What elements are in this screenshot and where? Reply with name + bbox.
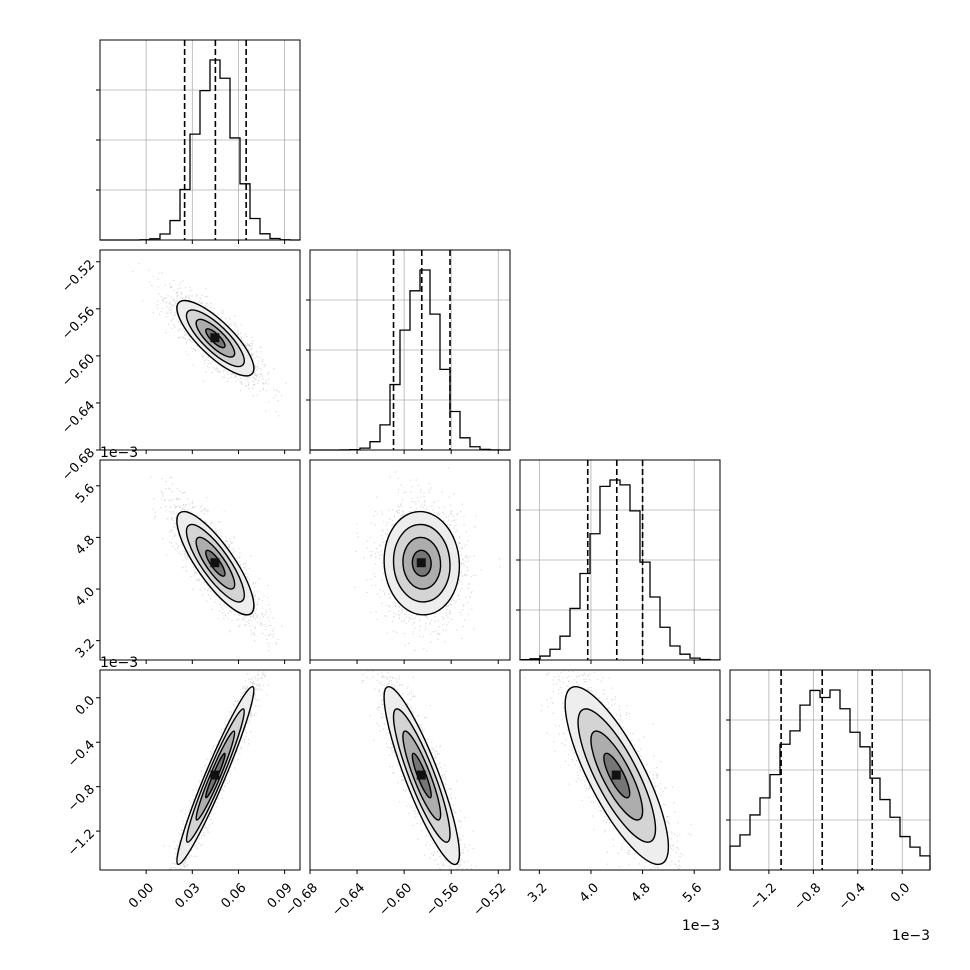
x-tick-label: 0.0 xyxy=(888,880,913,905)
y-tick-label: −0.64 xyxy=(59,398,98,437)
density-peak xyxy=(210,770,220,780)
hist-panel-3 xyxy=(729,669,931,871)
y-tick-label: 3.2 xyxy=(73,636,98,661)
y-tick-label: −1.2 xyxy=(65,827,98,860)
x-tick-label: −0.56 xyxy=(423,880,462,919)
histogram-3 xyxy=(729,689,931,870)
x-tick-label: −0.4 xyxy=(836,880,869,913)
x-tick-label: 3.2 xyxy=(525,880,550,905)
density-peak xyxy=(210,333,220,343)
density-peak xyxy=(611,770,621,780)
offset-text: 1e−3 xyxy=(892,928,930,944)
scatter-panel-3-2 xyxy=(519,669,721,871)
panel-frame xyxy=(309,459,511,661)
hist-panel-1 xyxy=(309,249,511,451)
scatter-panel-3-0 xyxy=(99,669,301,871)
y-tick-label: 4.0 xyxy=(73,584,98,609)
offset-text: 1e−3 xyxy=(100,445,138,461)
y-tick-label: 0.0 xyxy=(73,693,98,718)
scatter-panel-3-1 xyxy=(309,669,511,871)
panel-frame xyxy=(99,459,301,661)
histogram-2 xyxy=(519,479,721,661)
scatter-panel-2-1 xyxy=(309,459,511,661)
x-tick-label: −0.8 xyxy=(791,880,824,913)
x-tick-label: −0.52 xyxy=(471,880,510,919)
panel-frame xyxy=(519,669,721,871)
panel-bg xyxy=(100,670,300,870)
hist-panel-2 xyxy=(519,459,721,661)
x-tick-label: 0.06 xyxy=(218,880,249,911)
x-tick-label: 4.8 xyxy=(628,880,653,905)
x-tick-label: −0.60 xyxy=(376,880,415,919)
panel-frame xyxy=(99,669,301,871)
x-tick-label: 5.6 xyxy=(680,880,705,905)
y-tick-label: 4.8 xyxy=(73,533,98,558)
x-tick-label: −0.64 xyxy=(329,880,368,919)
density-peak xyxy=(210,558,220,568)
y-tick-label: −0.56 xyxy=(59,304,98,343)
panel-frame xyxy=(309,669,511,871)
offset-text: 1e−3 xyxy=(100,655,138,671)
panel-frame xyxy=(99,249,301,451)
hist-panel-0 xyxy=(99,39,301,241)
y-tick-label: −0.52 xyxy=(59,257,98,296)
scatter-panel-2-0 xyxy=(99,459,301,661)
x-tick-label: −1.2 xyxy=(747,880,780,913)
x-tick-label: 0.03 xyxy=(172,880,203,911)
density-peak xyxy=(416,558,426,568)
x-tick-label: 0.00 xyxy=(126,880,157,911)
offset-text: 1e−3 xyxy=(682,918,720,934)
panel-bg xyxy=(100,250,300,450)
y-tick-label: −0.8 xyxy=(65,782,98,815)
y-tick-label: −0.4 xyxy=(65,738,98,771)
y-tick-label: −0.60 xyxy=(59,351,98,390)
y-tick-label: 5.6 xyxy=(73,481,98,506)
density-peak xyxy=(416,770,426,780)
scatter-panel-1-0 xyxy=(99,249,301,451)
x-tick-label: 4.0 xyxy=(577,880,602,905)
y-tick-label: −0.68 xyxy=(59,445,98,484)
